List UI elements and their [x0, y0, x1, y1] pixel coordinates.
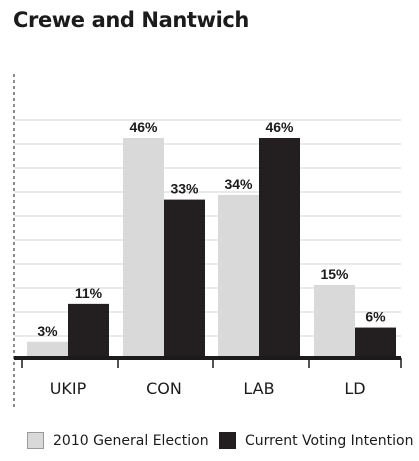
value-label-con-current: 33%: [170, 181, 199, 197]
bar-ukip-2010: [27, 341, 68, 356]
bar-ukip-current: [68, 303, 109, 356]
category-label-ukip: UKIP: [50, 379, 87, 398]
value-labels: 3% 11% 46% 33% 34% 46% 15% 6%: [37, 119, 386, 339]
value-label-con-2010: 46%: [129, 119, 158, 135]
category-label-ld: LD: [344, 379, 365, 398]
value-label-lab-current: 46%: [265, 119, 294, 135]
legend-label-current: Current Voting Intention: [245, 432, 414, 449]
legend: 2010 General Election Current Voting Int…: [0, 432, 419, 454]
value-label-ld-2010: 15%: [320, 266, 349, 282]
bar-con-current: [164, 199, 205, 356]
bar-chart: 3% 11% 46% 33% 34% 46% 15% 6% UKIP CON LAB LD: [13, 74, 402, 408]
bar-ld-2010: [314, 284, 355, 356]
bar-con-2010: [123, 138, 164, 356]
value-label-ld-current: 6%: [365, 309, 386, 325]
category-labels: UKIP CON LAB LD: [50, 379, 366, 398]
chart-title: Crewe and Nantwich: [13, 8, 249, 32]
bar-lab-current: [259, 138, 300, 356]
legend-label-2010: 2010 General Election: [53, 432, 209, 449]
category-label-con: CON: [146, 379, 182, 398]
value-label-ukip-current: 11%: [75, 285, 103, 301]
legend-swatch-2010: [27, 432, 44, 449]
value-label-ukip-2010: 3%: [37, 323, 58, 339]
value-label-lab-2010: 34%: [224, 176, 253, 192]
legend-swatch-current: [219, 432, 236, 449]
bar-lab-2010: [218, 194, 259, 356]
bars: [27, 138, 396, 356]
bar-ld-current: [355, 327, 396, 356]
x-axis-ticks: [21, 358, 402, 368]
legend-item-2010: 2010 General Election: [27, 432, 209, 449]
legend-item-current: Current Voting Intention: [219, 432, 413, 449]
category-label-lab: LAB: [243, 379, 274, 398]
